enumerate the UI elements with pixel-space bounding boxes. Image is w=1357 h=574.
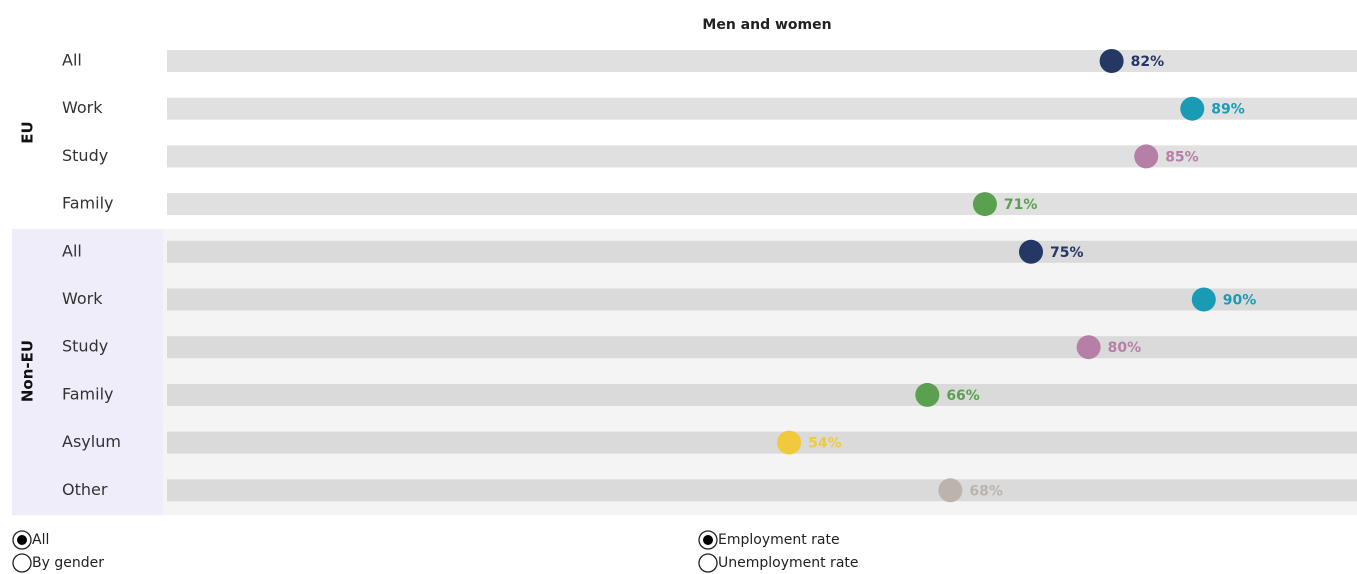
dot <box>1180 96 1205 121</box>
radio-dot <box>17 535 27 545</box>
dot <box>1134 144 1159 169</box>
dot <box>1099 49 1124 73</box>
category-label: All <box>62 51 82 70</box>
value-label: 71% <box>1004 197 1038 213</box>
track <box>167 288 1357 311</box>
radio-label[interactable]: Unemployment rate <box>718 555 859 571</box>
track <box>167 479 1357 502</box>
chart-title: Men and women <box>702 17 831 33</box>
dot <box>915 382 940 407</box>
category-label: Family <box>62 194 113 213</box>
radio-dot <box>703 535 713 545</box>
group-bg <box>163 228 1357 516</box>
track <box>167 97 1357 120</box>
category-label: Work <box>62 289 103 308</box>
track <box>167 193 1357 216</box>
value-label: 75% <box>1050 245 1084 261</box>
dot <box>1191 287 1216 312</box>
radio-label[interactable]: By gender <box>32 555 104 571</box>
track <box>167 383 1357 406</box>
group-band <box>12 228 163 516</box>
group-label: Non-EU <box>19 340 37 402</box>
value-label: 66% <box>946 388 980 404</box>
category-label: Work <box>62 98 103 117</box>
value-label: 68% <box>969 483 1003 499</box>
category-label: All <box>62 241 82 260</box>
category-label: Study <box>62 337 108 356</box>
radio-label[interactable]: Employment rate <box>718 532 840 548</box>
track <box>167 240 1357 263</box>
radio[interactable] <box>12 553 32 573</box>
value-label: 85% <box>1165 149 1199 165</box>
value-label: 80% <box>1108 340 1142 356</box>
dot <box>1076 335 1101 360</box>
value-label: 82% <box>1131 54 1165 70</box>
dot <box>777 430 802 455</box>
value-label: 90% <box>1223 293 1257 309</box>
track <box>167 336 1357 359</box>
category-label: Asylum <box>62 432 121 451</box>
group-label: EU <box>19 121 37 143</box>
category-label: Study <box>62 146 108 165</box>
track <box>167 50 1357 72</box>
value-label: 54% <box>808 436 842 452</box>
dot <box>972 192 997 217</box>
category-label: Other <box>62 480 108 499</box>
category-label: Family <box>62 384 113 403</box>
dot <box>938 478 963 503</box>
track <box>167 145 1357 168</box>
track <box>167 431 1357 454</box>
dot <box>1019 239 1043 264</box>
radio[interactable] <box>698 553 718 573</box>
radio-label[interactable]: All <box>32 532 49 548</box>
value-label: 89% <box>1211 102 1245 118</box>
